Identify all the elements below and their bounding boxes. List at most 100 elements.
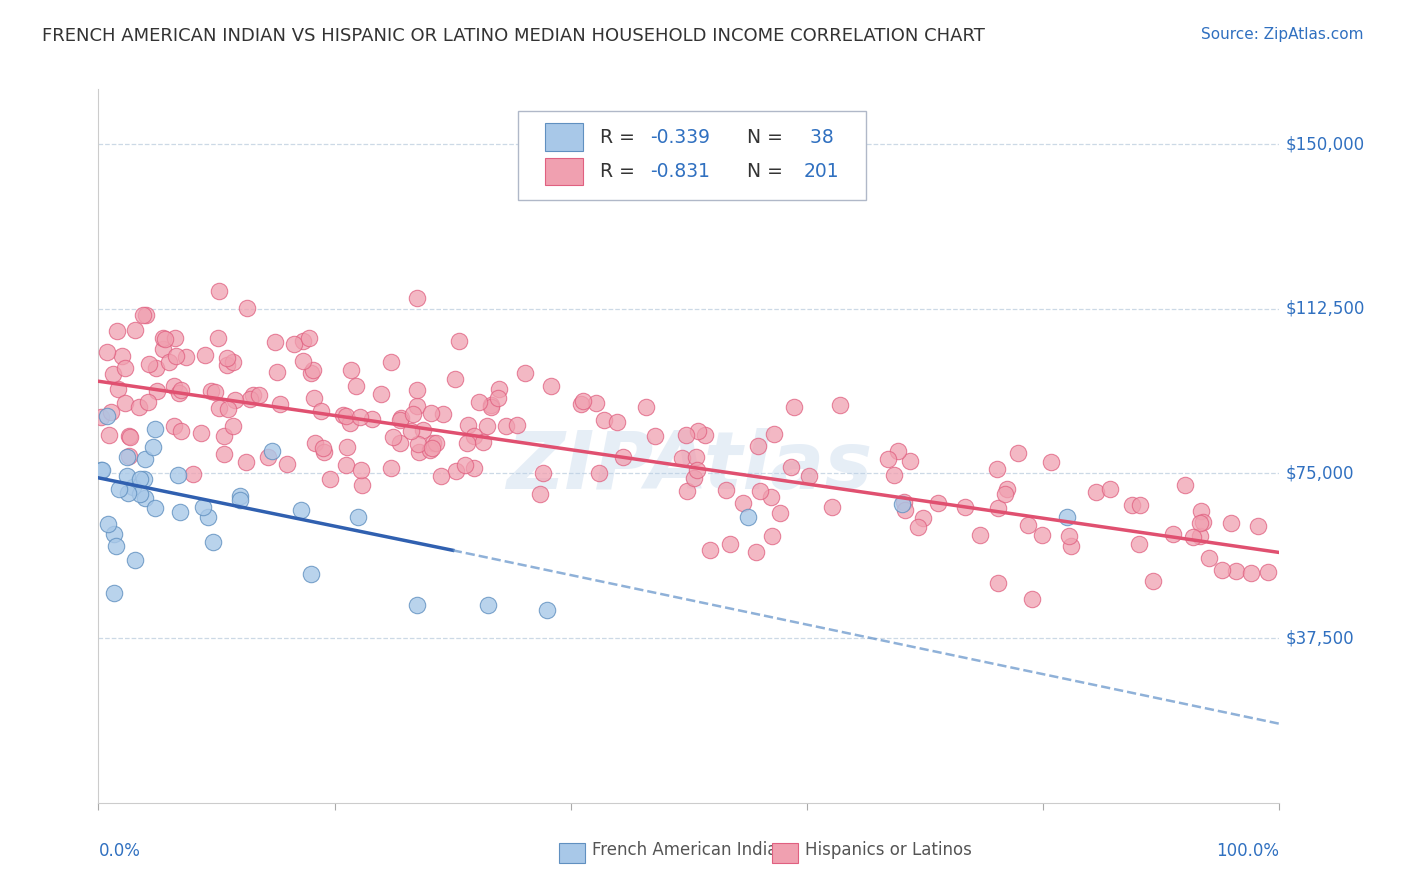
Point <box>488 382 510 396</box>
Point <box>893 495 915 509</box>
Point <box>446 464 468 478</box>
Point <box>264 334 287 349</box>
Point <box>1056 510 1078 524</box>
Point <box>290 503 312 517</box>
Point <box>898 454 921 468</box>
Point <box>166 467 188 482</box>
Point <box>686 463 709 477</box>
FancyBboxPatch shape <box>517 111 866 200</box>
Point <box>340 363 363 377</box>
Point <box>828 398 851 412</box>
Point <box>90 463 112 477</box>
Point <box>302 363 325 377</box>
Point <box>191 500 214 515</box>
Point <box>699 543 721 558</box>
Point <box>169 385 191 400</box>
Point <box>907 520 929 534</box>
Point <box>347 510 370 524</box>
Point <box>675 427 697 442</box>
Point <box>152 331 174 345</box>
Point <box>132 308 155 322</box>
Point <box>143 422 166 436</box>
Point <box>128 487 150 501</box>
Point <box>312 441 335 455</box>
Point <box>135 308 157 322</box>
Point <box>1040 455 1063 469</box>
Point <box>207 330 229 344</box>
Point <box>335 409 357 424</box>
Text: 0.0%: 0.0% <box>98 842 141 860</box>
Point <box>1017 518 1039 533</box>
Point <box>447 334 470 348</box>
Point <box>361 412 384 426</box>
Point <box>169 505 191 519</box>
FancyBboxPatch shape <box>772 843 797 863</box>
Point <box>145 361 167 376</box>
Point <box>239 392 262 407</box>
Point <box>212 447 235 461</box>
Point <box>531 467 554 481</box>
FancyBboxPatch shape <box>560 843 585 863</box>
Point <box>745 544 768 558</box>
Point <box>876 451 898 466</box>
Point <box>124 553 146 567</box>
Point <box>419 406 441 420</box>
Point <box>96 409 118 424</box>
Point <box>969 528 991 542</box>
Point <box>314 445 336 459</box>
Point <box>319 472 342 486</box>
Point <box>762 426 785 441</box>
Point <box>217 402 239 417</box>
Point <box>737 510 759 524</box>
Point <box>298 331 321 345</box>
Point <box>1257 565 1279 579</box>
Point <box>612 450 634 464</box>
Point <box>685 450 707 465</box>
Point <box>208 401 231 416</box>
Point <box>894 503 917 517</box>
Point <box>1057 528 1080 542</box>
Point <box>97 516 120 531</box>
Point <box>748 484 770 499</box>
Point <box>780 460 803 475</box>
Point <box>592 412 614 426</box>
Point <box>229 489 252 503</box>
Point <box>242 388 264 402</box>
Point <box>783 400 806 414</box>
Point <box>1181 530 1204 544</box>
Point <box>170 424 193 438</box>
Point <box>169 383 191 397</box>
Text: N =: N = <box>735 161 789 181</box>
Point <box>299 367 322 381</box>
Point <box>572 394 595 409</box>
Point <box>247 388 270 402</box>
Point <box>380 461 402 475</box>
Point <box>588 466 610 480</box>
Point <box>1239 566 1261 581</box>
Point <box>124 323 146 337</box>
Point <box>1225 564 1247 578</box>
Text: FRENCH AMERICAN INDIAN VS HISPANIC OR LATINO MEDIAN HOUSEHOLD INCOME CORRELATION: FRENCH AMERICAN INDIAN VS HISPANIC OR LA… <box>42 27 986 45</box>
Point <box>422 441 444 455</box>
Point <box>197 510 219 524</box>
Point <box>107 383 129 397</box>
Point <box>311 404 333 418</box>
Point <box>90 409 112 424</box>
Point <box>97 428 120 442</box>
Point <box>128 401 150 415</box>
Point <box>479 401 502 415</box>
Point <box>222 418 245 433</box>
Point <box>96 345 118 359</box>
Point <box>200 384 222 398</box>
Point <box>994 487 1017 501</box>
Point <box>201 535 224 549</box>
Point <box>1129 498 1152 512</box>
Point <box>406 383 429 397</box>
Point <box>471 435 494 450</box>
Point <box>118 450 141 464</box>
Point <box>457 417 479 432</box>
Point <box>194 348 217 362</box>
Point <box>912 511 935 525</box>
Point <box>454 458 477 472</box>
Point <box>886 444 908 458</box>
